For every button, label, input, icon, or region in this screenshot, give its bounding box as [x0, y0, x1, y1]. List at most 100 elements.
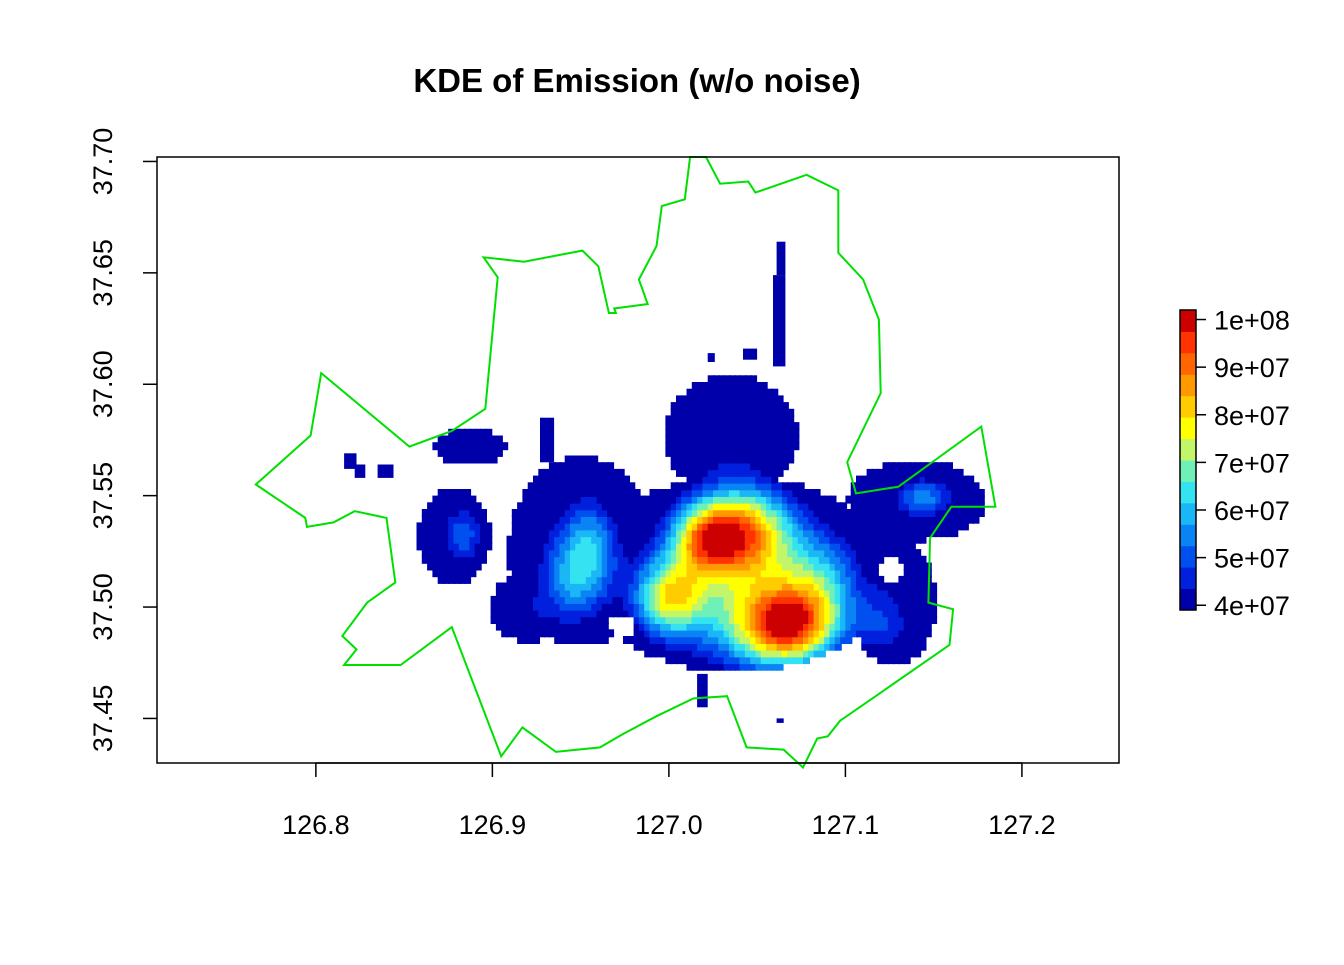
kde-cell [818, 549, 826, 558]
kde-cell [511, 535, 519, 544]
kde-cell [734, 529, 742, 538]
kde-cell [495, 442, 503, 451]
y-tick-label: 37.65 [88, 239, 118, 307]
kde-cell [718, 422, 726, 431]
kde-cell [718, 495, 726, 504]
kde-cell [903, 468, 911, 477]
kde-cell [495, 609, 503, 618]
kde-cell [898, 589, 906, 598]
kde-cell [744, 529, 752, 538]
kde-cell [866, 555, 874, 564]
kde-cell [458, 495, 466, 504]
kde-cell [501, 602, 509, 611]
kde-cell [845, 515, 853, 524]
kde-cell [887, 622, 895, 631]
kde-cell [734, 602, 742, 611]
kde-cell [813, 575, 821, 584]
kde-cell [755, 629, 763, 638]
kde-cell [856, 495, 863, 504]
kde-cell [543, 629, 551, 638]
kde-cell [686, 589, 694, 598]
kde-cell [665, 495, 673, 504]
kde-cell [961, 495, 969, 504]
kde-cell [718, 489, 726, 497]
kde-cell [856, 522, 863, 531]
kde-cell [755, 582, 763, 591]
kde-cell [612, 549, 620, 558]
kde-cell [723, 629, 731, 638]
kde-cell [517, 569, 525, 578]
legend-tick-label: 6e+07 [1214, 496, 1290, 526]
kde-cell [882, 629, 890, 638]
kde-cell [654, 629, 662, 638]
legend-swatch [1180, 588, 1196, 611]
kde-cell [585, 602, 593, 611]
kde-cell [739, 395, 747, 404]
kde-cell [850, 616, 858, 624]
kde-cell [834, 502, 842, 511]
kde-cell [702, 415, 710, 424]
kde-cell [559, 468, 567, 477]
kde-cell [803, 589, 810, 598]
kde-cell [628, 522, 636, 531]
kde-cell [723, 442, 731, 451]
kde-cell [538, 522, 546, 531]
kde-cell [972, 489, 980, 497]
kde-cell [570, 475, 577, 484]
kde-cell [845, 629, 853, 638]
kde-cell [437, 562, 445, 571]
kde-cell [432, 549, 440, 558]
kde-cell [893, 489, 901, 497]
kde-cell [718, 535, 726, 544]
kde-cell [707, 535, 715, 544]
kde-cell [739, 388, 747, 397]
kde-cell [728, 515, 736, 524]
kde-cell [437, 529, 445, 538]
kde-cell [681, 402, 689, 411]
kde-cell [908, 609, 916, 618]
kde-cell [533, 515, 540, 524]
kde-cell [734, 448, 742, 457]
kde-cell [607, 515, 615, 524]
kde-cell [469, 555, 477, 564]
kde-cell [914, 595, 922, 604]
kde-cell [660, 616, 668, 624]
kde-cell [554, 622, 562, 631]
kde-cell [416, 542, 424, 551]
kde-cell [734, 375, 742, 384]
legend-swatch [1180, 310, 1196, 332]
kde-cell [940, 462, 948, 471]
kde-cell [755, 622, 763, 631]
kde-cell [723, 602, 731, 611]
kde-cell [718, 662, 726, 671]
kde-cell [787, 649, 795, 658]
kde-cell [861, 549, 869, 558]
kde-cell [813, 649, 821, 658]
kde-cell [707, 656, 715, 665]
kde-cell [591, 555, 599, 564]
kde-cell [818, 562, 826, 571]
kde-cell [818, 515, 826, 524]
kde-cell [527, 529, 535, 538]
kde-cell [448, 448, 456, 457]
kde-cell [834, 569, 842, 578]
kde-cell [903, 649, 911, 658]
kde-cell [713, 642, 720, 651]
kde-cell [585, 629, 593, 638]
kde-cell [935, 495, 943, 504]
kde-cell [517, 555, 525, 564]
kde-cell [517, 609, 525, 618]
kde-cell [495, 582, 503, 591]
kde-cell [686, 388, 694, 397]
kde-cell [538, 562, 546, 571]
kde-cell [681, 642, 689, 651]
kde-cell [570, 636, 577, 644]
kde-cell [850, 575, 858, 584]
kde-cell [490, 595, 498, 604]
kde-cell [554, 529, 562, 538]
kde-cell [686, 482, 694, 491]
kde-cell [718, 562, 726, 571]
kde-cell [686, 462, 694, 471]
kde-cell [728, 662, 736, 671]
kde-cell [601, 542, 609, 551]
